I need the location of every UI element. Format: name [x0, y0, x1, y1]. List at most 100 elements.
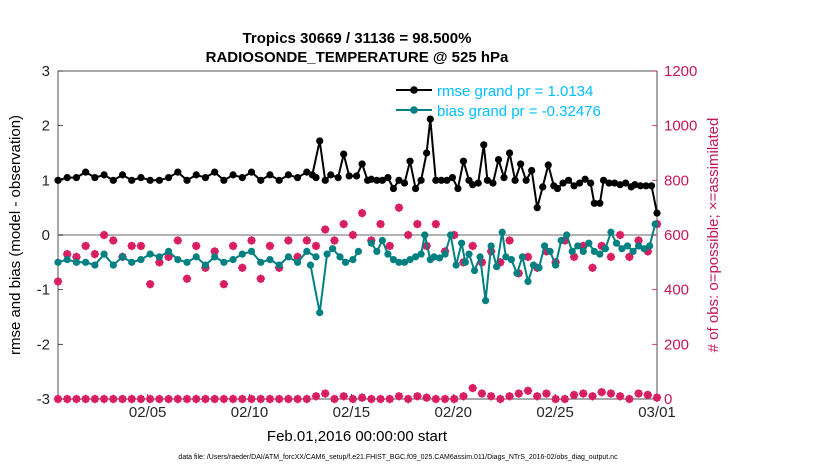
- obs-assimilated-marker: [615, 392, 625, 401]
- obs-possible-marker: [625, 252, 634, 262]
- bias-point: [354, 247, 363, 255]
- obs-possible-marker: [145, 280, 155, 289]
- obs-possible-marker-ring: [173, 236, 182, 245]
- rmse-point: [636, 182, 645, 190]
- obs-assimilated-marker: [367, 394, 376, 404]
- obs-assimilated-marker: [72, 394, 81, 404]
- rmse-point: [155, 176, 163, 184]
- bias-point: [211, 253, 219, 261]
- rmse-point: [400, 179, 409, 187]
- obs-assimilated-marker: [302, 394, 312, 404]
- obs-possible-marker: [192, 241, 201, 251]
- bias-point: [634, 242, 643, 250]
- x-tick-label: 02/25: [536, 404, 574, 421]
- rmse-point: [448, 174, 457, 182]
- obs-assimilated-marker-ring: [459, 392, 468, 401]
- rmse-point: [54, 176, 62, 184]
- rmse-point: [146, 176, 154, 184]
- obs-assimilated-marker: [431, 394, 441, 404]
- bias-point: [590, 247, 598, 255]
- rmse-point: [63, 174, 71, 182]
- bias-point: [540, 242, 549, 250]
- obs-possible-marker-ring: [607, 252, 615, 261]
- obs-assimilated-marker-ring: [54, 395, 62, 403]
- rmse-point: [590, 199, 598, 207]
- bias-point: [72, 258, 81, 266]
- rmse-point: [257, 176, 265, 184]
- bias-point: [574, 242, 582, 250]
- rmse-point: [247, 168, 256, 176]
- bias-point: [461, 258, 469, 266]
- rmse-point: [564, 176, 573, 184]
- chart-title: Tropics 30669 / 31136 = 98.500%: [243, 30, 472, 47]
- obs-assimilated-marker: [339, 392, 348, 401]
- obs-possible-marker: [496, 258, 505, 267]
- obs-possible-marker: [293, 252, 302, 262]
- obs-assimilated-marker: [357, 393, 367, 402]
- obs-possible-marker: [606, 252, 616, 262]
- rmse-point: [605, 179, 613, 187]
- bias-point: [389, 256, 398, 264]
- rmse-point: [443, 176, 451, 184]
- obs-assimilated-marker-ring: [137, 395, 145, 403]
- rmse-point: [406, 157, 414, 165]
- bias-point: [323, 250, 331, 258]
- rmse-point: [82, 168, 90, 176]
- rmse-point: [389, 184, 398, 193]
- obs-assimilated-marker-ring: [201, 395, 210, 403]
- bias-point: [137, 256, 145, 264]
- bias-point: [568, 247, 576, 255]
- bias-point: [629, 247, 637, 255]
- bias-point: [349, 256, 357, 264]
- obs-assimilated-marker: [477, 389, 487, 398]
- obs-possible-marker: [413, 219, 422, 229]
- obs-possible-marker-ring: [256, 274, 265, 283]
- rmse-point: [238, 174, 246, 182]
- obs-assimilated-marker: [256, 394, 265, 404]
- rmse-point: [553, 184, 562, 193]
- obs-assimilated-marker-ring: [312, 392, 320, 401]
- rmse-point: [340, 150, 348, 158]
- obs-possible-marker-ring: [302, 236, 311, 245]
- rmse-point: [505, 149, 514, 157]
- rmse-point: [432, 176, 440, 184]
- rmse-point: [308, 171, 316, 179]
- obs-possible-marker: [385, 241, 394, 251]
- rmse-point: [575, 179, 584, 187]
- rmse-point: [581, 175, 589, 183]
- obs-possible-marker-ring: [358, 209, 367, 218]
- obs-possible-marker-ring: [625, 252, 634, 261]
- obs-possible-marker: [468, 241, 477, 251]
- obs-assimilated-marker: [486, 392, 496, 401]
- rmse-point: [72, 174, 81, 182]
- obs-possible-marker-ring: [588, 263, 597, 272]
- rmse-point: [437, 176, 445, 184]
- y-tick-label: -2: [37, 336, 50, 353]
- y-tick-label: 0: [42, 227, 50, 244]
- rmse-point: [653, 209, 661, 217]
- obs-assimilated-marker-ring: [229, 395, 237, 403]
- rmse-point: [454, 184, 462, 193]
- obs-possible-marker-ring: [321, 225, 330, 234]
- obs-assimilated-marker: [569, 390, 579, 400]
- rmse-point: [384, 174, 392, 182]
- obs-possible-marker: [81, 241, 90, 251]
- bias-point: [257, 258, 265, 266]
- obs-assimilated-marker: [293, 394, 302, 404]
- y2-tick-label: 0: [664, 391, 672, 408]
- bias-point: [618, 245, 626, 253]
- rmse-point: [327, 171, 335, 179]
- obs-assimilated-marker-ring: [616, 392, 625, 401]
- bias-point: [421, 231, 429, 239]
- rmse-point: [483, 176, 492, 184]
- obs-assimilated-marker-ring: [625, 395, 634, 403]
- bias-point: [275, 261, 283, 269]
- rmse-point: [559, 179, 567, 187]
- obs-possible-marker: [588, 263, 597, 272]
- rmse-point: [373, 176, 381, 184]
- rmse-point: [316, 137, 324, 145]
- obs-assimilated-marker-ring: [81, 395, 90, 403]
- bias-point: [535, 264, 543, 272]
- rmse-point: [201, 174, 210, 182]
- rmse-point: [596, 199, 604, 207]
